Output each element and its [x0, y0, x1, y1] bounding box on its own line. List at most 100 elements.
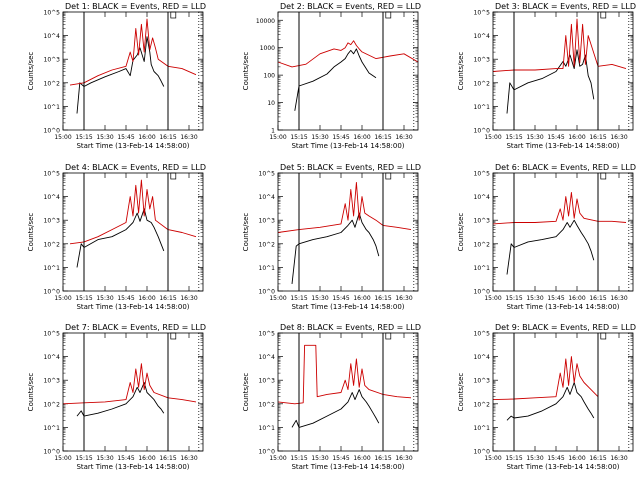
y-axis-label: Counts/sec	[457, 213, 465, 252]
x-tick-label: 15:00	[54, 455, 71, 462]
x-axis-label: Start Time (13-Feb-14 14:58:00)	[291, 303, 404, 311]
detector-panel-5: Det 5: BLACK = Events, RED = LLD Counts/s…	[242, 163, 421, 311]
x-axis-label: Start Time (13-Feb-14 14:58:00)	[76, 142, 189, 150]
y-tick-label: 10^1	[259, 425, 276, 432]
y-tick-label: 1	[271, 128, 275, 135]
panel-title: Det 8: BLACK = Events, RED = LLD	[280, 323, 421, 332]
time-marker-box	[385, 332, 392, 340]
x-tick-label: 15:30	[96, 455, 113, 462]
lld-series-line	[62, 363, 197, 405]
x-axis-label: Start Time (13-Feb-14 14:58:00)	[291, 142, 404, 150]
x-tick-label: 16:00	[138, 295, 155, 302]
x-tick-label: 15:15	[505, 455, 522, 462]
x-tick-label: 15:45	[117, 455, 134, 462]
x-tick-label: 15:00	[484, 134, 501, 141]
x-tick-label: 15:30	[311, 134, 328, 141]
events-series-line	[506, 382, 595, 421]
y-tick-label: 10	[267, 100, 275, 107]
y-tick-label: 10^2	[474, 401, 491, 408]
x-tick-label: 16:15	[589, 455, 606, 462]
y-tick-label: 100	[264, 73, 276, 80]
x-tick-label: 16:30	[395, 295, 412, 302]
y-tick-label: 10^4	[474, 354, 491, 361]
events-series-line	[506, 49, 595, 114]
x-tick-label: 15:15	[75, 295, 92, 302]
x-tick-label: 15:00	[54, 295, 71, 302]
lld-series-line	[277, 40, 419, 68]
y-tick-label: 10^0	[259, 449, 276, 456]
x-tick-label: 15:00	[269, 295, 286, 302]
x-tick-label: 15:15	[290, 455, 307, 462]
y-axis-label: Counts/sec	[242, 373, 250, 412]
y-tick-label: 10^3	[259, 218, 276, 225]
y-tick-label: 10^1	[474, 425, 491, 432]
x-axis-label: Start Time (13-Feb-14 14:58:00)	[291, 463, 404, 471]
events-series-line	[294, 48, 377, 111]
plot-frame	[492, 172, 634, 292]
events-series-line	[76, 208, 165, 268]
x-axis-label: Start Time (13-Feb-14 14:58:00)	[506, 142, 619, 150]
panel-title: Det 1: BLACK = Events, RED = LLD	[65, 2, 206, 11]
events-series-line	[76, 36, 165, 114]
panel-title: Det 5: BLACK = Events, RED = LLD	[280, 163, 421, 172]
x-tick-label: 15:30	[96, 295, 113, 302]
x-tick-label: 15:00	[54, 134, 71, 141]
lld-series-line	[69, 18, 197, 86]
y-tick-label: 10^0	[474, 449, 491, 456]
y-tick-label: 10^2	[44, 80, 61, 87]
plot-frame	[277, 11, 419, 131]
detector-panel-7: Det 7: BLACK = Events, RED = LLD Counts/s…	[27, 323, 206, 471]
x-tick-label: 15:45	[547, 295, 564, 302]
y-axis-label: Counts/sec	[27, 373, 35, 412]
panel-title: Det 3: BLACK = Events, RED = LLD	[495, 2, 636, 11]
y-tick-label: 10^4	[259, 354, 276, 361]
lld-series-line	[69, 179, 197, 245]
y-tick-label: 10^3	[474, 218, 491, 225]
x-tick-label: 16:00	[138, 134, 155, 141]
x-tick-label: 15:00	[484, 295, 501, 302]
events-series-line	[76, 382, 165, 417]
y-tick-label: 10^0	[474, 128, 491, 135]
y-tick-label: 10^4	[259, 194, 276, 201]
x-tick-label: 15:45	[547, 134, 564, 141]
y-axis-label: Counts/sec	[457, 52, 465, 91]
x-tick-label: 15:30	[311, 295, 328, 302]
x-tick-label: 16:30	[610, 295, 627, 302]
x-tick-label: 16:30	[180, 455, 197, 462]
time-marker-box	[600, 172, 607, 180]
detector-panel-9: Det 9: BLACK = Events, RED = LLD Counts/s…	[457, 323, 636, 471]
x-tick-label: 16:15	[159, 455, 176, 462]
x-tick-label: 16:00	[568, 295, 585, 302]
time-marker-box	[170, 11, 177, 19]
lld-series-line	[492, 18, 627, 72]
y-tick-label: 10^4	[474, 194, 491, 201]
x-tick-label: 16:00	[353, 295, 370, 302]
x-axis-label: Start Time (13-Feb-14 14:58:00)	[506, 303, 619, 311]
x-tick-label: 15:30	[526, 455, 543, 462]
x-tick-label: 16:30	[395, 134, 412, 141]
lld-series-line	[277, 344, 412, 405]
y-tick-label: 10^5	[259, 331, 276, 338]
y-tick-label: 10^1	[44, 104, 61, 111]
y-tick-label: 10^0	[44, 128, 61, 135]
x-tick-label: 15:45	[332, 134, 349, 141]
y-tick-label: 10^5	[44, 10, 61, 17]
x-tick-label: 15:15	[505, 295, 522, 302]
panel-title: Det 6: BLACK = Events, RED = LLD	[495, 163, 636, 172]
x-tick-label: 16:30	[395, 455, 412, 462]
plot-frame	[492, 332, 634, 452]
time-marker-box	[600, 332, 607, 340]
detector-panel-4: Det 4: BLACK = Events, RED = LLD Counts/s…	[27, 163, 206, 311]
x-tick-label: 16:30	[610, 455, 627, 462]
x-tick-label: 16:00	[568, 134, 585, 141]
y-tick-label: 10^0	[44, 449, 61, 456]
plot-frame	[62, 332, 204, 452]
x-tick-label: 16:15	[374, 295, 391, 302]
x-tick-label: 16:15	[159, 134, 176, 141]
x-tick-label: 15:15	[290, 134, 307, 141]
x-tick-label: 15:15	[75, 134, 92, 141]
events-series-line	[506, 219, 595, 275]
lld-series-line	[277, 181, 412, 233]
x-tick-label: 16:00	[353, 134, 370, 141]
